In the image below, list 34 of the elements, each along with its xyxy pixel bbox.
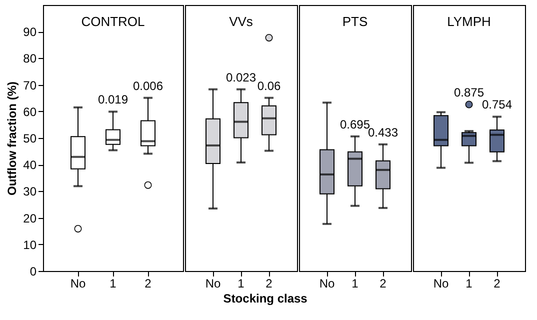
x-tick-label: 1 bbox=[110, 276, 117, 290]
text: CONTROL bbox=[81, 14, 145, 29]
y-tick-label: 20 bbox=[23, 211, 37, 226]
text: PTS bbox=[342, 14, 368, 29]
text: LYMPH bbox=[447, 14, 491, 29]
annotation: 0.875 bbox=[454, 85, 484, 100]
y-tick-label: 10 bbox=[23, 238, 37, 252]
y-tick-label: 30 bbox=[23, 184, 37, 199]
x-tick-label: 2 bbox=[380, 276, 387, 290]
y-tick-label: 60 bbox=[23, 104, 37, 119]
x-tick-label: No bbox=[205, 276, 221, 290]
x-tick-label: 1 bbox=[238, 276, 245, 290]
annotation: 0.06 bbox=[257, 78, 281, 93]
x-tick-label: 2 bbox=[266, 276, 273, 290]
y-tick-label: 70 bbox=[23, 78, 37, 92]
x-tick-label: No bbox=[433, 276, 449, 290]
annotation: 0.754 bbox=[482, 98, 512, 112]
y-tick-label: 90 bbox=[23, 25, 37, 40]
y-tick-label: 50 bbox=[23, 132, 37, 146]
y-tick-label: 40 bbox=[23, 158, 37, 172]
annotation: 0.019 bbox=[98, 92, 128, 107]
x-tick-label: 2 bbox=[494, 276, 501, 290]
x-tick-label: No bbox=[70, 276, 86, 290]
annotation: 0.006 bbox=[132, 78, 164, 93]
x-tick-label: 2 bbox=[144, 276, 152, 290]
x-tick-label: No bbox=[319, 276, 335, 290]
y-axis-title: Outflow fraction (%) bbox=[5, 82, 20, 196]
annotation: 0.023 bbox=[226, 70, 256, 84]
y-tick-label: 0 bbox=[30, 264, 37, 278]
x-tick-label: 1 bbox=[352, 276, 359, 290]
x-tick-label: 1 bbox=[466, 276, 473, 290]
y-tick-label: 80 bbox=[23, 52, 37, 66]
x-axis-title: Stocking class bbox=[223, 292, 308, 306]
text: VVs bbox=[229, 14, 254, 29]
